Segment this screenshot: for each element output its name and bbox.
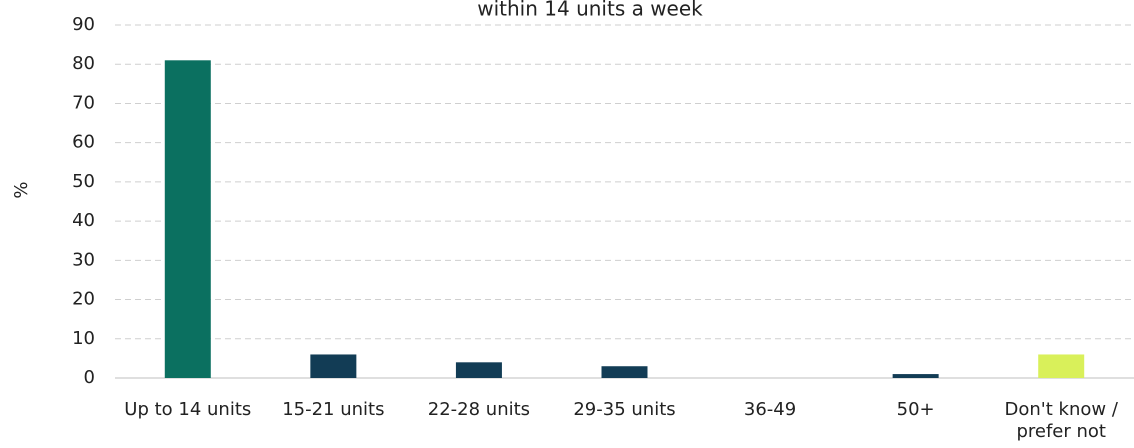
x-tick-label: 36-49 — [743, 399, 797, 420]
bar — [892, 374, 939, 378]
bar — [455, 362, 502, 378]
bar — [1038, 354, 1085, 378]
y-tick-label: 10 — [72, 328, 95, 349]
x-tick-label: 22-28 units — [427, 399, 531, 420]
y-tick-label: 60 — [72, 132, 95, 153]
y-tick-label: 80 — [72, 53, 95, 74]
bar — [310, 354, 357, 378]
x-tick-label: Don't know / prefer not — [1004, 399, 1118, 442]
y-tick-label: 30 — [72, 249, 95, 270]
bar — [601, 366, 648, 378]
y-tick-label: 20 — [72, 289, 95, 310]
bar — [164, 60, 211, 379]
x-tick-label: 15-21 units — [282, 399, 385, 420]
y-tick-label: 90 — [72, 14, 95, 35]
y-tick-label: 50 — [72, 171, 95, 192]
chart-title: within 14 units a week — [477, 0, 703, 21]
y-tick-label: 40 — [72, 210, 95, 231]
x-tick-label: 29-35 units — [573, 399, 676, 420]
y-tick-label: 70 — [72, 92, 95, 113]
x-tick-label: 50+ — [896, 399, 935, 420]
x-tick-label: Up to 14 units — [124, 399, 252, 420]
y-tick-label: 0 — [84, 367, 95, 388]
y-axis-label: % — [11, 181, 32, 198]
